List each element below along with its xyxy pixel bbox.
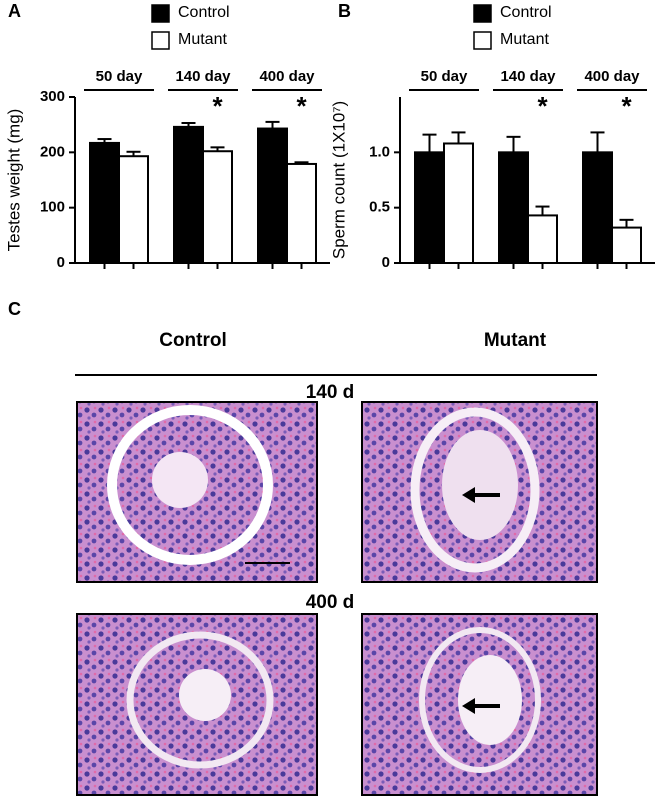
bar bbox=[286, 162, 317, 265]
y-axis-label: Sperm count (1X10⁷) bbox=[329, 101, 348, 259]
significance-marker: * bbox=[537, 91, 548, 121]
legend-swatch bbox=[473, 31, 492, 50]
bar bbox=[414, 151, 445, 264]
significance-marker: * bbox=[212, 91, 223, 121]
legend-swatch bbox=[151, 4, 170, 23]
panel-label: A bbox=[8, 1, 21, 21]
micrograph bbox=[361, 613, 598, 796]
y-axis-label: Testes weight (mg) bbox=[4, 109, 23, 252]
micrograph bbox=[76, 613, 318, 796]
row-header: 400 d bbox=[306, 592, 355, 613]
column-header: Control bbox=[159, 330, 227, 351]
category-label: 140 day bbox=[175, 68, 231, 85]
bar bbox=[118, 155, 149, 264]
bar bbox=[498, 151, 529, 264]
category-label: 50 day bbox=[421, 68, 468, 85]
category-label: 140 day bbox=[500, 68, 556, 85]
y-tick-label: 1.0 bbox=[369, 143, 390, 160]
category-label: 50 day bbox=[96, 68, 143, 85]
bar bbox=[257, 127, 288, 264]
y-tick-label: 200 bbox=[40, 143, 65, 160]
legend-label: Control bbox=[500, 4, 552, 21]
bar bbox=[443, 142, 474, 264]
category-label: 400 day bbox=[584, 68, 640, 85]
legend-label: Mutant bbox=[178, 31, 227, 48]
bar bbox=[173, 125, 204, 264]
bar bbox=[202, 150, 233, 264]
y-tick-label: 300 bbox=[40, 88, 65, 105]
panel-label: B bbox=[338, 1, 351, 21]
bar bbox=[89, 141, 120, 264]
legend-swatch bbox=[151, 31, 170, 50]
legend-label: Mutant bbox=[500, 31, 549, 48]
y-tick-label: 0 bbox=[382, 254, 390, 271]
legend-swatch bbox=[473, 4, 492, 23]
micrograph bbox=[361, 401, 598, 583]
y-tick-label: 100 bbox=[40, 199, 65, 216]
significance-marker: * bbox=[621, 91, 632, 121]
bar bbox=[527, 214, 558, 264]
category-label: 400 day bbox=[259, 68, 315, 85]
column-header: Mutant bbox=[484, 330, 547, 351]
micrograph bbox=[76, 401, 318, 583]
legend-label: Control bbox=[178, 4, 230, 21]
row-header: 140 d bbox=[306, 382, 355, 403]
panel-label: C bbox=[8, 299, 21, 319]
y-tick-label: 0 bbox=[57, 254, 65, 271]
bar bbox=[582, 151, 613, 264]
significance-marker: * bbox=[296, 91, 307, 121]
y-tick-label: 0.5 bbox=[369, 199, 390, 216]
bar bbox=[611, 226, 642, 265]
